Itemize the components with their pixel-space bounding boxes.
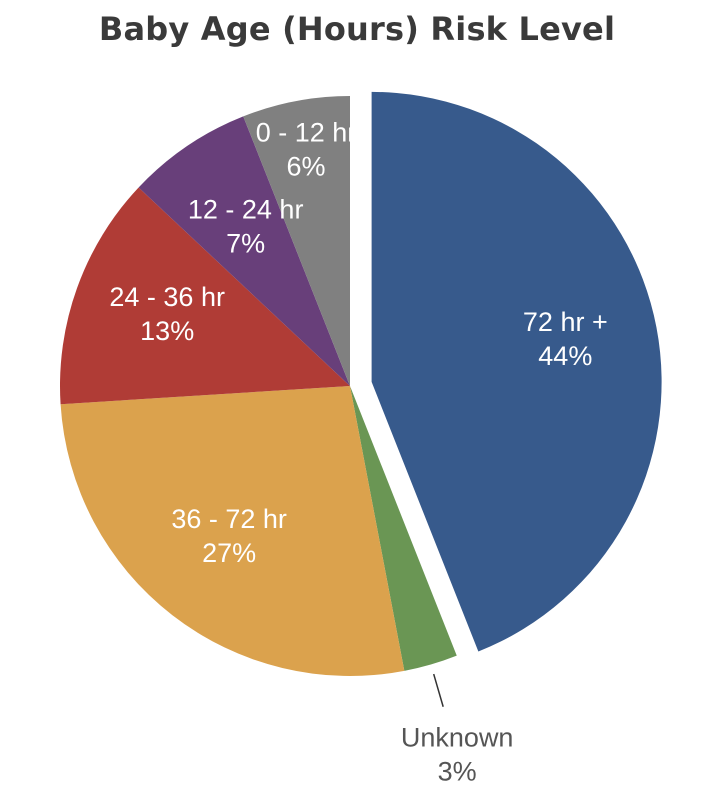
slice-value-12-24-hr: 7%: [226, 228, 265, 258]
leader-line-unknown: [432, 673, 444, 707]
pie-slice-12-24-hr: [138, 116, 350, 387]
slice-value-24-36-hr: 13%: [140, 316, 194, 346]
slice-value-unknown: 3%: [438, 757, 477, 787]
slice-label-unknown: Unknown: [401, 723, 514, 753]
pie-slice-24-36-hr: [60, 187, 350, 405]
pie-slice-0-12-hr: [243, 96, 350, 386]
pie-slice-36-72-hr: [60, 386, 405, 676]
slice-label-0-12-hr: 0 - 12 hr: [256, 117, 357, 147]
pie-labels: 72 hr + 44% Unknown 3% 36 - 72 hr 27% 24 - 36 …: [109, 117, 607, 786]
pie-slice-unknown: [350, 386, 457, 671]
slice-label-72-hr-plus: 72 hr +: [523, 307, 608, 337]
slice-value-0-12-hr: 6%: [286, 151, 325, 181]
slice-label-12-24-hr: 12 - 24 hr: [188, 194, 304, 224]
slice-label-36-72-hr: 36 - 72 hr: [171, 504, 287, 534]
slice-value-72-hr-plus: 44%: [538, 341, 592, 371]
chart-title: Baby Age (Hours) Risk Level: [98, 10, 616, 48]
slice-label-24-36-hr: 24 - 36 hr: [109, 282, 225, 312]
pie-slices: [60, 91, 662, 676]
slice-value-36-72-hr: 27%: [202, 538, 256, 568]
pie-slice-72-hr-plus: [371, 91, 662, 652]
